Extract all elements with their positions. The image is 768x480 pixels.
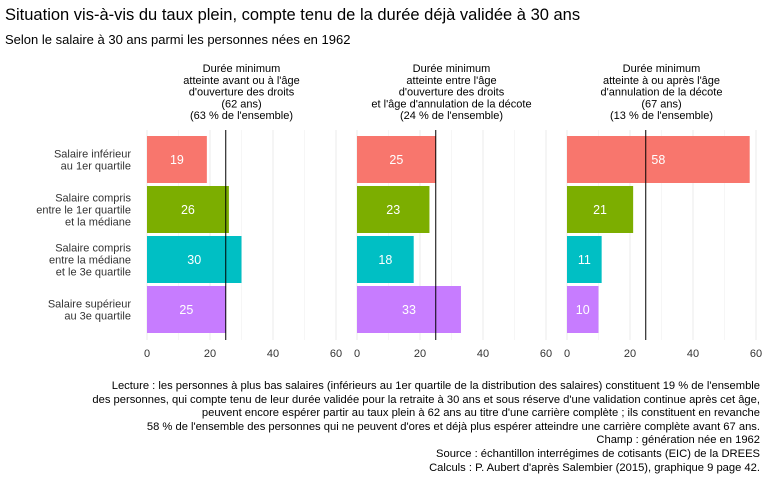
- panel-header-line: atteinte avant ou à l'âge: [183, 75, 299, 87]
- panel-header-line: atteinte entre l'âge: [406, 75, 496, 87]
- bar-value-label: 33: [402, 303, 416, 317]
- x-tick-label: 40: [267, 348, 279, 360]
- bar-value-label: 25: [389, 153, 403, 167]
- note-line: Source : échantillon interrégimes de cot…: [436, 447, 760, 460]
- x-tick-label: 60: [540, 348, 552, 360]
- category-label: Salaire compris: [55, 193, 131, 205]
- category-label: au 3e quartile: [64, 311, 131, 323]
- panel-header-line: (13 % de l'ensemble): [610, 110, 713, 122]
- category-label: Salaire compris: [55, 243, 131, 255]
- chart-notes: Lecture : les personnes à plus bas salai…: [10, 380, 760, 475]
- note-line: Lecture : les personnes à plus bas salai…: [111, 380, 760, 392]
- note-line: 58 % de l'ensemble des personnes qui ne …: [146, 420, 760, 433]
- panel-header-line: d'ouverture des droits: [189, 87, 295, 99]
- panel-header-line: (24 % de l'ensemble): [400, 110, 503, 122]
- x-tick-label: 40: [477, 348, 489, 360]
- chart-subtitle: Selon le salaire à 30 ans parmi les pers…: [5, 32, 351, 47]
- bar: [567, 136, 750, 183]
- x-tick-label: 20: [624, 348, 636, 360]
- bar: [357, 236, 414, 283]
- bar: [567, 286, 599, 333]
- category-label: et le 3e quartile: [56, 267, 131, 279]
- panel-header-line: d'annulation de la décote: [601, 87, 723, 99]
- note-line: des personnes, qui compte tenu de leur d…: [92, 393, 760, 406]
- bar-value-label: 21: [593, 203, 607, 217]
- bar: [357, 186, 430, 233]
- note-line: Champ : génération née en 1962: [596, 434, 760, 447]
- panel-header-line: Durée minimum: [413, 63, 491, 75]
- panel-header-line: Durée minimum: [203, 63, 281, 75]
- x-tick-label: 60: [750, 348, 762, 360]
- panel-header-line: d'ouverture des droits: [399, 87, 505, 99]
- x-tick-label: 0: [564, 348, 570, 360]
- bar-value-label: 26: [181, 203, 195, 217]
- x-tick-label: 20: [204, 348, 216, 360]
- bar: [357, 136, 436, 183]
- category-label: entre la médiane: [49, 255, 131, 267]
- bar-value-label: 23: [386, 203, 400, 217]
- bar: [147, 136, 207, 183]
- bar-value-label: 25: [179, 303, 193, 317]
- panel-header-line: et l'âge d'annulation de la décote: [371, 98, 531, 110]
- x-tick-label: 0: [354, 348, 360, 360]
- x-tick-label: 20: [414, 348, 426, 360]
- bar-value-label: 11: [578, 253, 591, 267]
- bar: [567, 236, 602, 283]
- panel-header-line: (62 ans): [221, 98, 261, 110]
- category-label: et la médiane: [65, 217, 131, 229]
- panel-header-line: Durée minimum: [623, 63, 701, 75]
- bar: [567, 186, 634, 233]
- panel-header-line: (67 ans): [641, 98, 681, 110]
- x-tick-label: 40: [687, 348, 699, 360]
- bar: [357, 286, 461, 333]
- panel-header-line: (63 % de l'ensemble): [190, 110, 293, 122]
- bar: [147, 286, 226, 333]
- x-tick-label: 60: [330, 348, 342, 360]
- bar-value-label: 58: [651, 153, 665, 167]
- bar-value-label: 18: [378, 253, 392, 267]
- bar-value-label: 30: [187, 253, 201, 267]
- bar-value-label: 19: [170, 153, 184, 167]
- category-label: Salaire inférieur: [54, 149, 131, 161]
- category-label: au 1er quartile: [61, 161, 131, 173]
- x-tick-label: 0: [144, 348, 150, 360]
- panel-header-line: atteinte à ou après l'âge: [603, 75, 720, 87]
- note-line: peuvent encore espérer partir au taux pl…: [201, 407, 760, 420]
- note-line: Calculs : P. Aubert d'après Salembier (2…: [429, 461, 760, 474]
- category-label: entre le 1er quartile: [36, 205, 131, 217]
- category-label: Salaire supérieur: [48, 299, 131, 311]
- chart-title: Situation vis-à-vis du taux plein, compt…: [5, 6, 581, 24]
- bar-value-label: 10: [576, 303, 590, 317]
- bar: [147, 186, 229, 233]
